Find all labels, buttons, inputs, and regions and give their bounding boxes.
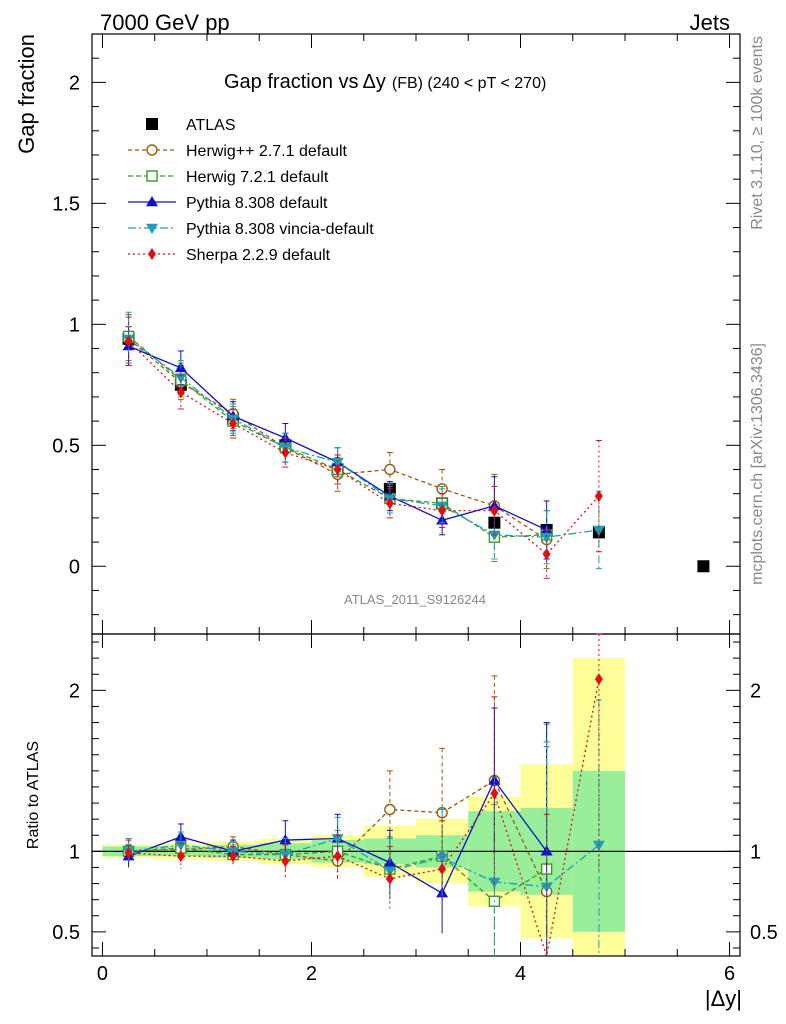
series-marker-ratio — [490, 787, 499, 800]
legend-marker — [146, 223, 158, 234]
series-4 — [124, 316, 603, 957]
series-marker-top — [542, 548, 551, 561]
x-tick-label: 0 — [97, 963, 108, 985]
x-tick-label: 2 — [306, 963, 317, 985]
series-marker-ratio — [229, 850, 238, 863]
legend-marker — [148, 248, 156, 260]
series-line-ratio — [128, 678, 600, 957]
legend-marker — [146, 196, 158, 207]
series-marker-top — [594, 490, 603, 503]
x-axis-label: |Δy| — [705, 986, 742, 1011]
series-marker-ratio — [385, 872, 394, 885]
series-marker-ratio — [124, 846, 133, 859]
series-marker-top — [385, 497, 394, 510]
y-tick-label-top: 1 — [69, 314, 80, 336]
header-left: 7000 GeV pp — [100, 10, 230, 35]
series-marker-top — [384, 463, 396, 476]
series-marker-top — [124, 335, 133, 348]
legend-marker — [146, 170, 158, 182]
series-marker-ratio — [594, 673, 603, 686]
series-line-top — [128, 338, 547, 541]
legend-label: Pythia 8.308 default — [186, 195, 328, 212]
chart-title: Gap fraction vs Δy (FB) (240 < pT < 270) — [224, 71, 546, 93]
series-marker-ratio — [438, 863, 447, 876]
series-marker-top — [488, 530, 501, 541]
series-marker-top — [174, 373, 187, 384]
series-marker-top — [176, 386, 185, 399]
series-marker-top — [438, 504, 447, 517]
rivet-version-text: Rivet 3.1.10, ≥ 100k events — [749, 36, 766, 230]
y-axis-label-bottom: Ratio to ATLAS — [25, 741, 42, 849]
series-line-top — [128, 338, 599, 538]
series-marker-ratio — [540, 882, 553, 893]
axes: 0 2 4 6 0 0.5 1 1.5 2 0.5 0.5 1 1 2 2 — [52, 33, 778, 985]
legend-label: Pythia 8.308 vincia-default — [186, 221, 374, 238]
series-marker-top — [331, 458, 344, 469]
series-line-ratio — [128, 837, 600, 888]
y-tick-label-bottom-right: 2 — [750, 680, 761, 702]
y-tick-label-top: 0.5 — [52, 435, 80, 457]
y-tick-label-bottom-right: 1 — [750, 841, 761, 863]
legend-marker — [146, 144, 158, 156]
legend-label-atlas: ATLAS — [186, 117, 236, 134]
series-marker-ratio — [281, 855, 290, 868]
series-marker-ratio — [176, 850, 185, 863]
legend-label: Herwig++ 2.7.1 default — [186, 143, 348, 160]
header-right: Jets — [690, 10, 730, 35]
series-marker-ratio — [333, 850, 342, 863]
y-tick-label-top: 1.5 — [52, 193, 80, 215]
mcplots-credit-text: mcplots.cern.ch [arXiv:1306.3436] — [749, 343, 766, 585]
series-marker-ratio — [331, 834, 344, 845]
series-marker-top — [333, 463, 342, 476]
y-tick-label-bottom-right: 0.5 — [750, 922, 778, 944]
analysis-label: ATLAS_2011_S9126244 — [344, 592, 486, 607]
x-tick-label: 6 — [724, 963, 735, 985]
series-marker-ratio — [384, 803, 396, 816]
series-line-top — [128, 340, 600, 556]
series-marker-ratio — [436, 853, 449, 864]
chart-title-symbol: Δy — [363, 71, 386, 93]
series-marker-top — [281, 446, 290, 459]
y-tick-label-bottom-left: 1 — [69, 841, 80, 863]
y-axis-label-top: Gap fraction — [14, 34, 39, 154]
y-tick-label-bottom-left: 0.5 — [52, 922, 80, 944]
legend-label: Herwig 7.2.1 default — [186, 169, 329, 186]
chart-title-suffix: (FB) (240 < pT < 270) — [392, 75, 546, 92]
atlas-data-point — [697, 560, 710, 573]
legend-marker-atlas — [146, 118, 158, 130]
bottom-panel-frame — [91, 633, 741, 957]
series-layer — [122, 311, 710, 957]
x-tick-label: 4 — [515, 963, 526, 985]
series-line-top — [128, 335, 547, 538]
series-marker-top — [229, 417, 238, 430]
series-marker-top — [540, 533, 553, 544]
chart-title-main: Gap fraction vs — [224, 71, 359, 93]
legend: ATLAS Herwig++ 2.7.1 default Herwig 7.2.1 … — [128, 117, 374, 264]
y-tick-label-top: 2 — [69, 72, 80, 94]
legend-label: Sherpa 2.2.9 default — [186, 247, 331, 264]
y-tick-label-top: 0 — [69, 556, 80, 578]
series-marker-top — [490, 504, 499, 517]
y-tick-label-bottom-left: 2 — [69, 680, 80, 702]
